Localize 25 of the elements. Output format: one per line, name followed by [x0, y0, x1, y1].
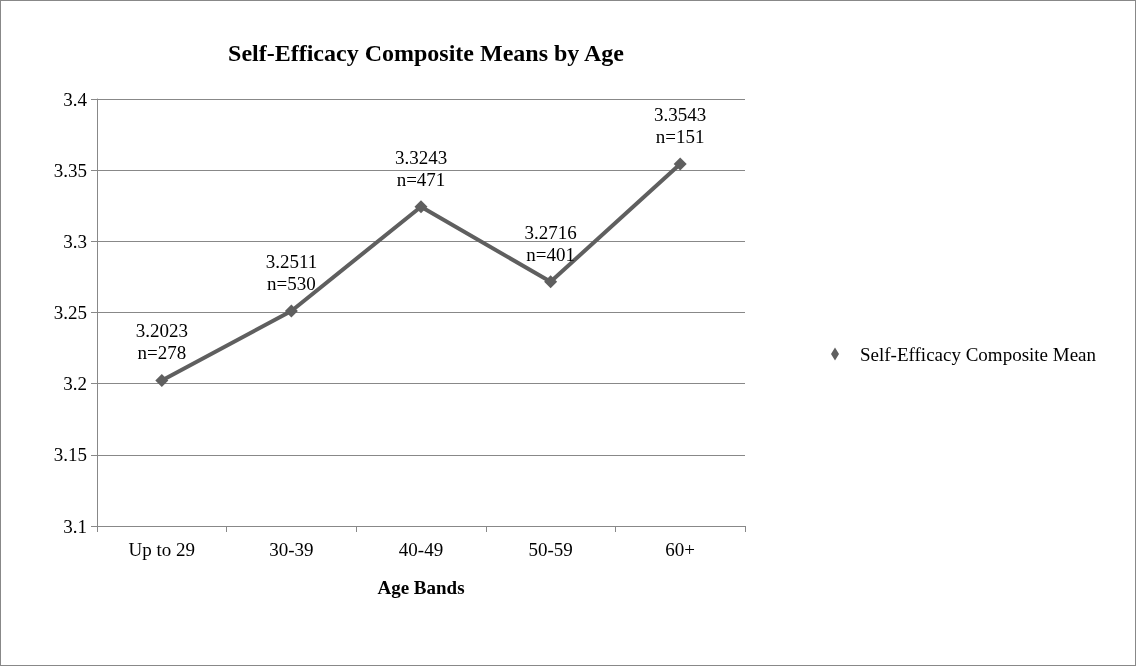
data-label: 3.2023 n=278 [135, 320, 188, 364]
data-label: 3.2716 n=401 [524, 221, 577, 265]
x-axis-title: Age Bands [377, 577, 465, 598]
data-label: 3.3243 n=471 [394, 146, 448, 190]
x-tick-label: Up to 29 [128, 539, 196, 560]
data-label: 3.3543 n=151 [654, 104, 707, 148]
data-label: 3.2511 n=530 [265, 250, 318, 294]
legend-label: Self-Efficacy Composite Mean [860, 343, 1097, 365]
x-tick-label: 40-49 [398, 539, 444, 560]
chart-title: Self-Efficacy Composite Means by Age [228, 40, 625, 66]
y-tick-label: 3.1 [63, 515, 87, 537]
point [414, 200, 428, 214]
x-tick-label: 30-39 [269, 539, 314, 560]
point [673, 157, 687, 171]
point [284, 304, 298, 318]
point [155, 373, 169, 387]
y-tick-label: 3.35 [53, 159, 87, 181]
y-tick-label: 3.4 [63, 88, 88, 110]
y-tick-label: 3.15 [53, 444, 87, 466]
point [544, 275, 558, 289]
y-tick-label: 3.25 [53, 302, 87, 323]
y-tick-label: 3.3 [63, 230, 87, 252]
x-tick-label: 50-59 [528, 539, 573, 560]
y-tick-label: 3.2 [63, 373, 87, 395]
x-tick-label: 60+ [665, 539, 696, 560]
